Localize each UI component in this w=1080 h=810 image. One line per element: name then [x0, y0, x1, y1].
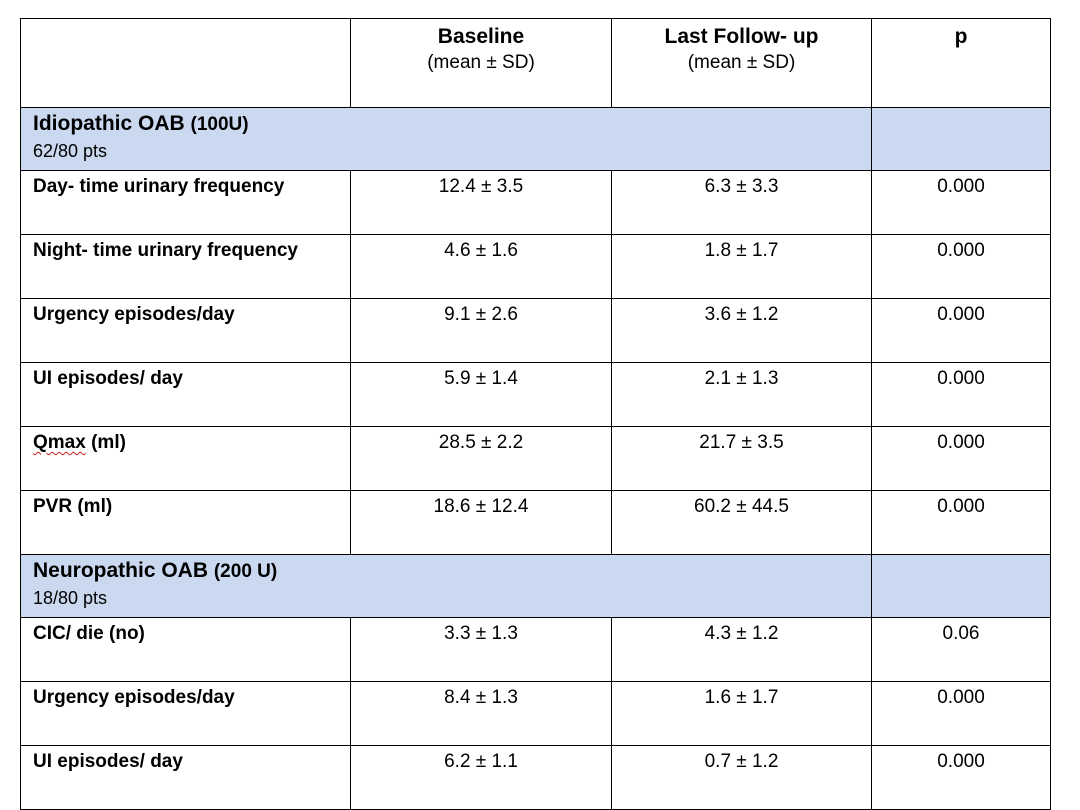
group-title-cell: Idiopathic OAB (100U) 62/80 pts: [20, 107, 872, 171]
group-subtitle: 62/80 pts: [33, 141, 108, 161]
header-p-title: p: [954, 25, 968, 48]
group-dose: (100U): [190, 114, 249, 135]
last-followup-value: 1.6 ± 1.7: [611, 681, 872, 746]
baseline-value: 3.3 ± 1.3: [350, 617, 612, 682]
header-last-followup-sub: (mean ± SD): [687, 52, 796, 73]
header-baseline-cell: Baseline (mean ± SD): [350, 18, 612, 108]
p-value: 0.000: [871, 170, 1051, 235]
row-label: UI episodes/ day: [20, 362, 351, 427]
row-label: Qmax (ml): [20, 426, 351, 491]
p-value: 0.000: [871, 234, 1051, 299]
p-value: 0.000: [871, 426, 1051, 491]
header-row: Baseline (mean ± SD) Last Follow- up (me…: [20, 18, 1051, 108]
last-followup-value: 1.8 ± 1.7: [611, 234, 872, 299]
table-row: CIC/ die (no) 3.3 ± 1.3 4.3 ± 1.2 0.06: [20, 617, 1051, 682]
baseline-value: 5.9 ± 1.4: [350, 362, 612, 427]
last-followup-value: 21.7 ± 3.5: [611, 426, 872, 491]
last-followup-value: 6.3 ± 3.3: [611, 170, 872, 235]
results-table: Baseline (mean ± SD) Last Follow- up (me…: [20, 18, 1051, 810]
last-followup-value: 3.6 ± 1.2: [611, 298, 872, 363]
baseline-value: 18.6 ± 12.4: [350, 490, 612, 555]
row-label: Night- time urinary frequency: [20, 234, 351, 299]
group-name: Idiopathic OAB: [33, 112, 185, 135]
row-label: Day- time urinary frequency: [20, 170, 351, 235]
group-p-cell: [871, 107, 1051, 171]
table-row: UI episodes/ day 6.2 ± 1.1 0.7 ± 1.2 0.0…: [20, 745, 1051, 810]
p-value: 0.000: [871, 362, 1051, 427]
group-name: Neuropathic OAB: [33, 559, 209, 582]
last-followup-value: 2.1 ± 1.3: [611, 362, 872, 427]
group-row-neuropathic: Neuropathic OAB (200 U) 18/80 pts: [20, 554, 1051, 618]
table-row: Qmax (ml) 28.5 ± 2.2 21.7 ± 3.5 0.000: [20, 426, 1051, 491]
table-row: Urgency episodes/day 8.4 ± 1.3 1.6 ± 1.7…: [20, 681, 1051, 746]
p-value: 0.000: [871, 490, 1051, 555]
group-subtitle: 18/80 pts: [33, 588, 108, 608]
header-baseline-title: Baseline: [437, 25, 525, 48]
last-followup-value: 0.7 ± 1.2: [611, 745, 872, 810]
row-label: CIC/ die (no): [20, 617, 351, 682]
p-value: 0.000: [871, 745, 1051, 810]
row-label: UI episodes/ day: [20, 745, 351, 810]
last-followup-value: 4.3 ± 1.2: [611, 617, 872, 682]
group-title-cell: Neuropathic OAB (200 U) 18/80 pts: [20, 554, 872, 618]
row-label: PVR (ml): [20, 490, 351, 555]
baseline-value: 9.1 ± 2.6: [350, 298, 612, 363]
baseline-value: 4.6 ± 1.6: [350, 234, 612, 299]
baseline-value: 6.2 ± 1.1: [350, 745, 612, 810]
group-dose: (200 U): [213, 561, 278, 582]
header-last-followup-title: Last Follow- up: [664, 25, 819, 48]
table-row: Night- time urinary frequency 4.6 ± 1.6 …: [20, 234, 1051, 299]
group-row-idiopathic: Idiopathic OAB (100U) 62/80 pts: [20, 107, 1051, 171]
group-p-cell: [871, 554, 1051, 618]
baseline-value: 28.5 ± 2.2: [350, 426, 612, 491]
table-row: Day- time urinary frequency 12.4 ± 3.5 6…: [20, 170, 1051, 235]
p-value: 0.06: [871, 617, 1051, 682]
group-title: Idiopathic OAB (100U): [33, 110, 859, 139]
header-blank-cell: [20, 18, 351, 108]
table-row: Urgency episodes/day 9.1 ± 2.6 3.6 ± 1.2…: [20, 298, 1051, 363]
group-title: Neuropathic OAB (200 U): [33, 557, 859, 586]
header-last-followup-cell: Last Follow- up (mean ± SD): [611, 18, 872, 108]
p-value: 0.000: [871, 298, 1051, 363]
header-baseline-sub: (mean ± SD): [427, 52, 535, 73]
baseline-value: 12.4 ± 3.5: [350, 170, 612, 235]
spellcheck-word: Qmax: [33, 432, 86, 453]
p-value: 0.000: [871, 681, 1051, 746]
header-p-cell: p: [871, 18, 1051, 108]
last-followup-value: 60.2 ± 44.5: [611, 490, 872, 555]
table-row: UI episodes/ day 5.9 ± 1.4 2.1 ± 1.3 0.0…: [20, 362, 1051, 427]
table-row: PVR (ml) 18.6 ± 12.4 60.2 ± 44.5 0.000: [20, 490, 1051, 555]
row-label: Urgency episodes/day: [20, 298, 351, 363]
baseline-value: 8.4 ± 1.3: [350, 681, 612, 746]
row-label-unit: (ml): [85, 432, 126, 453]
row-label: Urgency episodes/day: [20, 681, 351, 746]
